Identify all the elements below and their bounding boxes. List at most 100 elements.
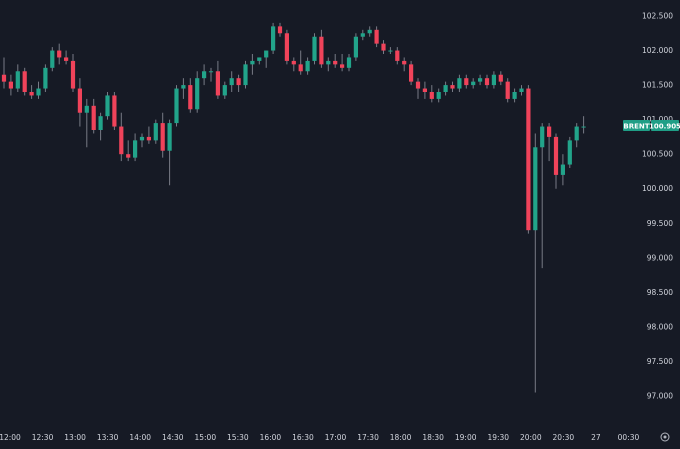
candle [84,98,89,148]
candle-body [519,88,524,92]
candle [15,64,20,92]
gear-icon[interactable] [660,432,670,442]
candle [505,78,510,103]
time-tick-label: 18:30 [422,433,444,442]
candle-body [457,78,462,89]
price-tick-label: 98.000 [647,322,673,331]
candle-body [91,105,96,130]
candle-body [195,78,200,110]
time-tick-label: 20:00 [520,433,542,442]
candle-body [305,60,310,72]
candle [298,50,303,75]
candle [305,57,310,75]
candle [374,26,379,48]
candle [70,54,76,92]
candle-body [215,71,220,96]
candle-body [181,85,186,89]
price-tick-label: 102.500 [642,12,673,21]
candle-body [126,154,131,158]
time-tick-label: 16:00 [260,433,282,442]
candle-body [415,81,421,89]
candle-body [29,92,34,96]
candle-body [22,71,27,92]
candle-body [374,29,379,44]
candle [553,133,559,189]
price-tick-label: 101.000 [642,115,673,124]
time-tick-label: 00:30 [618,433,640,442]
candle-body [574,126,579,141]
time-tick-label: 19:30 [487,433,509,442]
candle-body [298,64,303,72]
time-tick-label: 17:30 [357,433,379,442]
candle [498,71,503,86]
candle-body [229,78,234,86]
candle-body [57,50,62,58]
last-price-badge [651,120,679,131]
time-axis[interactable]: 12:00 12:30 13:00 13:30 14:00 14:30 15:00 15:30… [0,433,639,442]
time-tick-label: 14:00 [129,433,151,442]
candle [581,116,586,134]
candle-body [395,50,400,61]
candle [22,67,27,96]
candle-body [257,57,262,61]
price-tick-label: 99.000 [647,253,673,262]
price-tick-label: 100.000 [642,184,673,193]
candle-body [471,81,476,86]
time-tick-label: 20:30 [553,433,575,442]
price-tick-label: 97.000 [647,392,673,401]
candle [415,78,421,99]
candle [112,92,117,130]
candle [91,98,96,134]
last-price-label: BRENT 100.905 [623,120,680,131]
candle [64,50,69,65]
candle [353,33,358,61]
symbol-name: BRENT [623,123,649,131]
candle-body [319,36,324,65]
candle-body [505,81,510,99]
price-tick-label: 98.500 [647,288,673,297]
candle-body [250,60,255,65]
candle-body [547,126,552,137]
candle [264,50,269,68]
candle-body [381,43,386,51]
time-tick-label: 15:30 [227,433,249,442]
candle-body [174,88,179,124]
candle-body [484,78,490,86]
candle-body [112,95,117,127]
candle-body [312,36,317,61]
price-axis[interactable]: 102.500 102.000 101.500 101.000 100.500 100.0… [642,12,673,401]
candle [195,71,200,113]
candle-body [443,85,448,92]
candle [29,85,34,99]
candle-body [243,64,248,86]
candle-body [333,60,338,65]
candle-body [498,74,503,82]
candle [478,74,483,86]
candle-body [188,85,193,110]
candle [77,78,82,127]
candle-body [160,123,165,151]
candle [450,81,455,92]
candle-body [581,126,586,128]
candle [8,74,13,96]
candle-body [533,147,538,231]
candle-body [15,71,20,89]
candle [36,81,41,99]
candle [429,85,434,103]
time-tick-label: 13:30 [97,433,119,442]
candle-body [50,50,55,68]
price-tick-label: 99.500 [647,219,673,228]
candle [98,112,103,141]
candle [243,60,248,89]
candle-body [450,85,455,89]
candle-body [70,60,76,89]
candle-body [429,92,434,99]
candle-body [353,36,358,58]
candle-body [553,136,559,175]
candle [188,78,193,113]
time-tick-label: 19:00 [455,433,477,442]
candle [395,47,400,65]
candle-body [208,71,214,73]
